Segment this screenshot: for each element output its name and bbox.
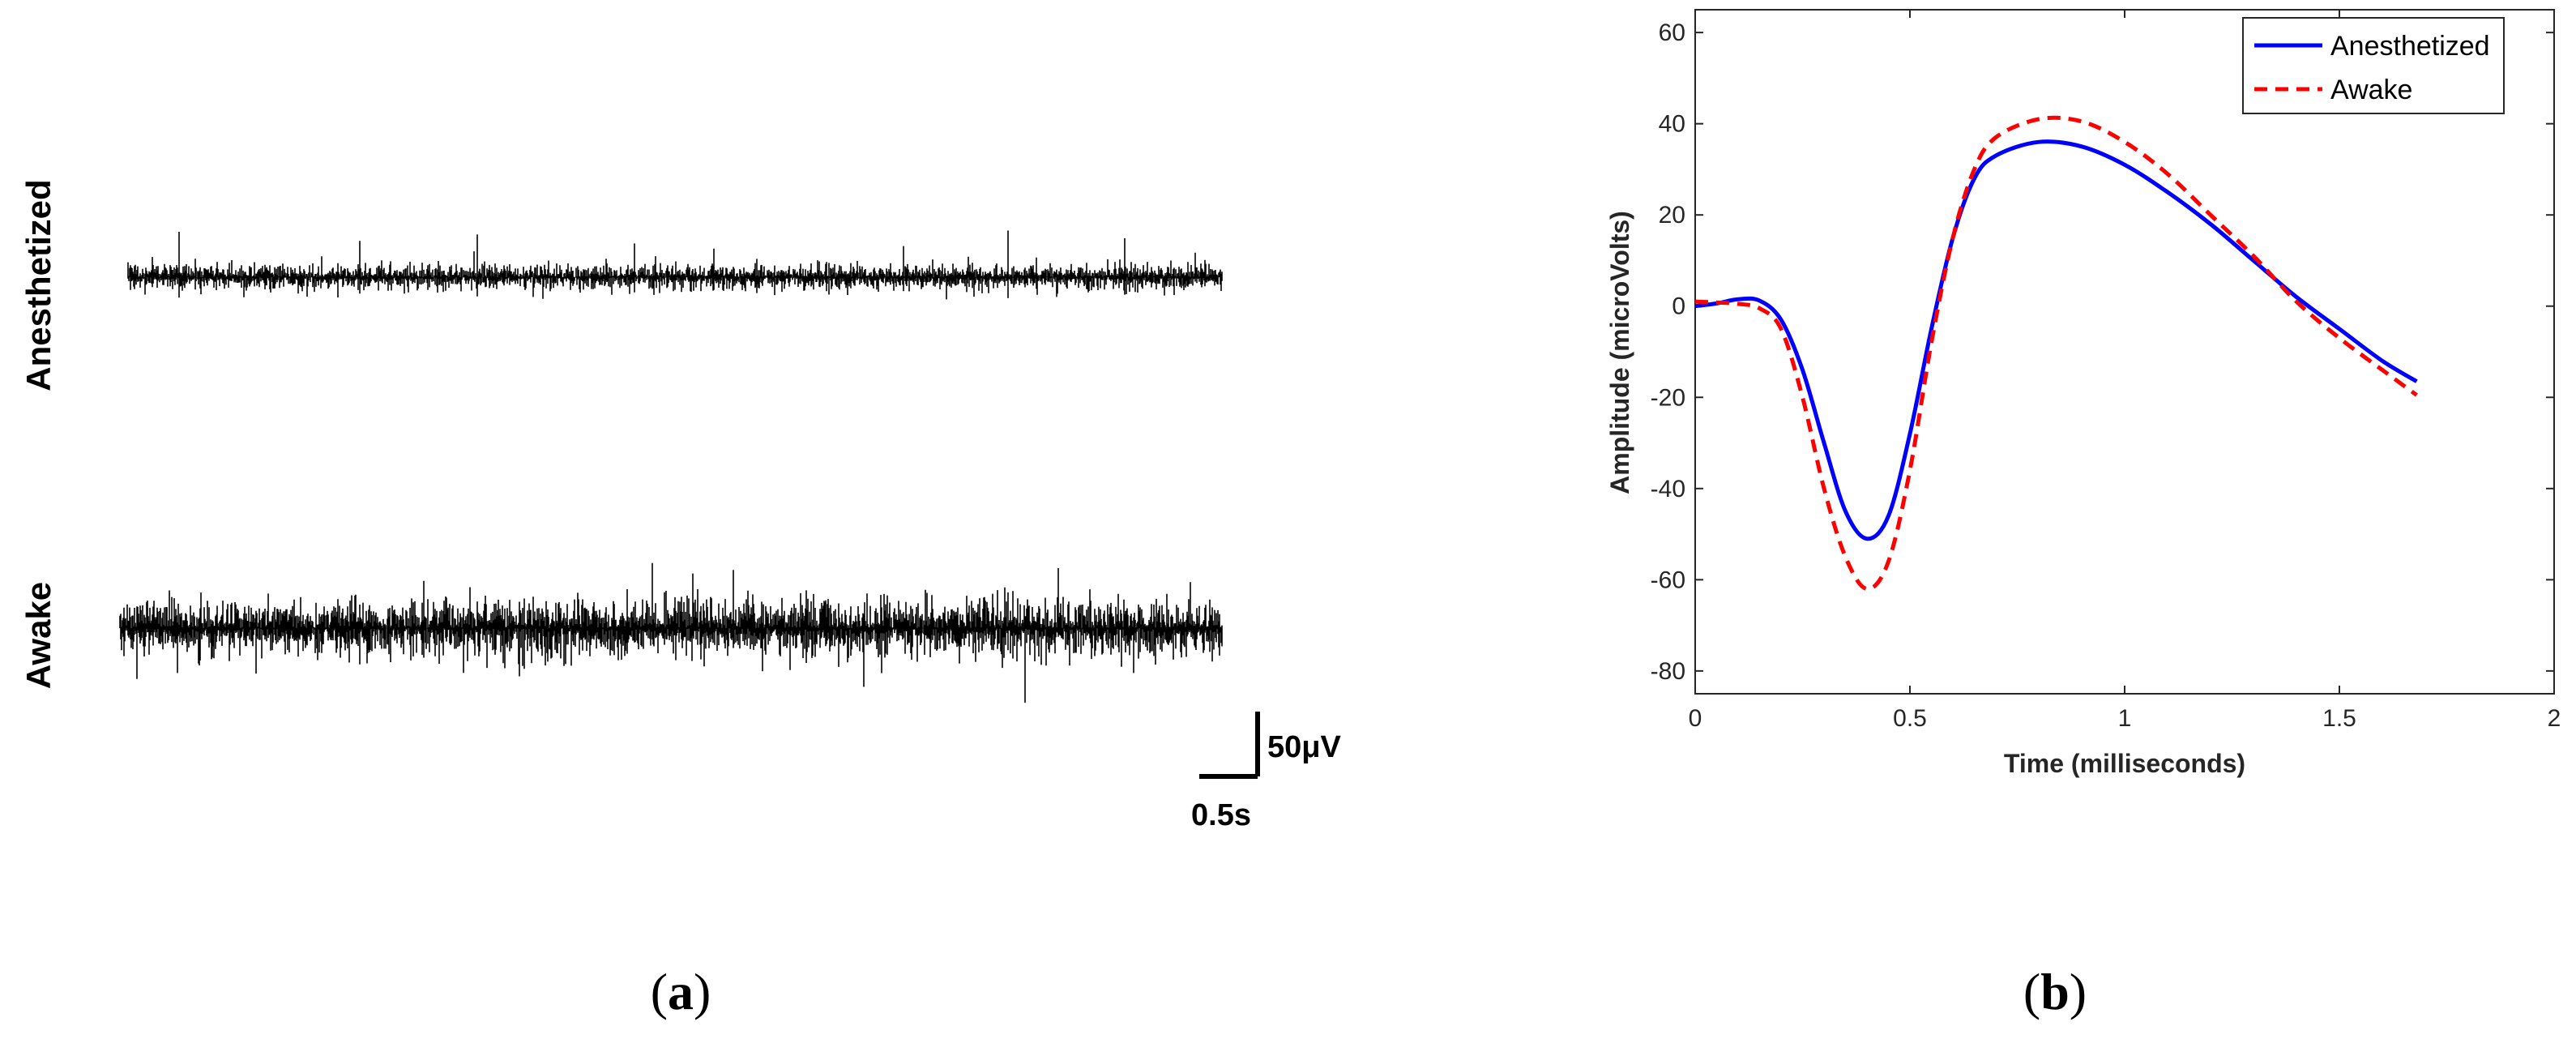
panel-label-b: (b): [2023, 963, 2087, 1020]
trace-anesthetized: [127, 230, 1223, 300]
panel-label-a: (a): [651, 963, 711, 1020]
trace-waveform: [119, 562, 1223, 703]
y-tick-label: 40: [1659, 111, 1685, 138]
y-tick-label: -20: [1651, 384, 1685, 411]
y-tick-label: -60: [1651, 567, 1685, 593]
scale-bar-time-label: 0.5s: [1191, 798, 1251, 832]
series-line-anesthetized: [1694, 139, 2418, 541]
trace-waveform: [127, 230, 1223, 300]
legend-label-awake: Awake: [2330, 75, 2412, 105]
series-line-awake: [1694, 115, 2418, 592]
x-tick-label: 0: [1689, 705, 1702, 732]
y-axis-title: Amplitude (microVolts): [1605, 211, 1634, 494]
x-tick-label: 2: [2548, 705, 2561, 732]
scale-bar-amplitude-label: 50μV: [1267, 730, 1342, 764]
trace-label-awake: Awake: [19, 582, 58, 689]
panel-a-raw-traces: Anesthetized Awake 50μV 0.5s (a): [19, 179, 1342, 1020]
y-tick-label: 20: [1659, 202, 1685, 229]
x-axis-title: Time (milliseconds): [2004, 749, 2245, 778]
x-tick-label: 1.5: [2322, 705, 2356, 732]
y-tick-label: -80: [1651, 658, 1685, 685]
trace-label-anesthetized: Anesthetized: [19, 179, 58, 391]
legend: Anesthetized Awake: [2242, 17, 2505, 114]
y-tick-label: 0: [1672, 293, 1685, 320]
trace-awake: [119, 562, 1223, 703]
y-tick-label: -40: [1651, 476, 1685, 502]
plot-b-series: [1694, 115, 2418, 592]
scale-bar: 50μV 0.5s: [1191, 712, 1342, 832]
y-tick-label: 60: [1659, 19, 1685, 46]
x-tick-label: 0.5: [1893, 705, 1927, 732]
x-tick-label: 1: [2118, 705, 2132, 732]
panel-b-waveform-plot: 0 0.5 1 1.5 2 -80 -60 -40 -20 0 20 40 60 Time (milli…: [1605, 9, 2561, 1020]
legend-box: [2242, 17, 2505, 114]
plot-b-axes: 0 0.5 1 1.5 2 -80 -60 -40 -20 0 20 40 60: [1651, 9, 2561, 732]
legend-label-anesthetized: Anesthetized: [2330, 31, 2490, 62]
